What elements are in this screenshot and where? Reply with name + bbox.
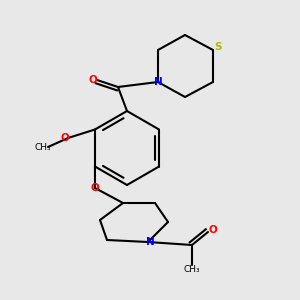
Text: O: O bbox=[208, 225, 217, 235]
Text: CH₃: CH₃ bbox=[35, 142, 51, 152]
Text: N: N bbox=[154, 77, 162, 87]
Text: N: N bbox=[146, 237, 154, 247]
Text: O: O bbox=[91, 183, 99, 193]
Text: CH₃: CH₃ bbox=[184, 266, 200, 274]
Text: O: O bbox=[61, 133, 69, 143]
Text: O: O bbox=[88, 75, 98, 85]
Text: S: S bbox=[214, 42, 222, 52]
